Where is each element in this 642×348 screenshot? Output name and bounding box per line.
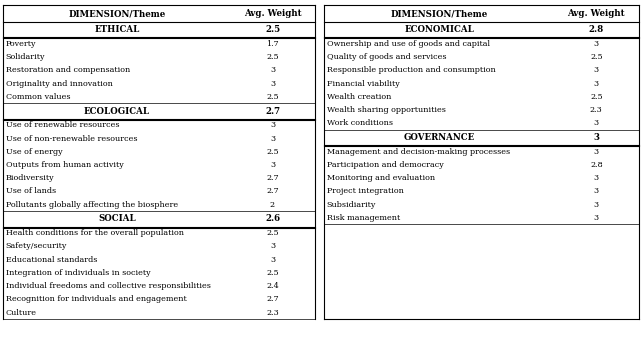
- Text: Solidarity: Solidarity: [6, 53, 46, 61]
- Text: 2.3: 2.3: [266, 309, 279, 316]
- Bar: [3, 22, 315, 37]
- Text: Common values: Common values: [6, 93, 70, 101]
- Text: Recognition for individuals and engagement: Recognition for individuals and engageme…: [6, 295, 187, 303]
- Text: Quality of goods and services: Quality of goods and services: [327, 53, 446, 61]
- Text: 3: 3: [594, 119, 599, 127]
- Text: Work conditions: Work conditions: [327, 119, 393, 127]
- Text: 3: 3: [594, 188, 599, 195]
- Text: Integration of individuals in society: Integration of individuals in society: [6, 269, 150, 277]
- Text: Participation and democracy: Participation and democracy: [327, 161, 444, 169]
- Text: Use of energy: Use of energy: [6, 148, 62, 156]
- Text: 2.5: 2.5: [266, 148, 279, 156]
- Text: 2.5: 2.5: [266, 269, 279, 277]
- Text: Health conditions for the overall population: Health conditions for the overall popula…: [6, 229, 184, 237]
- Text: GOVERNANCE: GOVERNANCE: [403, 133, 474, 142]
- Bar: [324, 130, 639, 145]
- Text: 3: 3: [270, 161, 275, 169]
- Text: Wealth creation: Wealth creation: [327, 93, 391, 101]
- Text: 3: 3: [594, 148, 599, 156]
- Text: 2.8: 2.8: [589, 25, 604, 34]
- Text: 3: 3: [593, 133, 600, 142]
- Text: Use of lands: Use of lands: [6, 188, 56, 195]
- Text: 2.5: 2.5: [590, 93, 603, 101]
- Text: Use of renewable resources: Use of renewable resources: [6, 121, 119, 129]
- Text: Avg. Weight: Avg. Weight: [568, 9, 625, 18]
- Text: 2: 2: [270, 201, 275, 208]
- Text: 3: 3: [270, 243, 275, 250]
- Text: 3: 3: [594, 80, 599, 87]
- Text: Outputs from human activity: Outputs from human activity: [6, 161, 123, 169]
- Text: DIMENSION/Theme: DIMENSION/Theme: [390, 9, 488, 18]
- Text: 2.5: 2.5: [266, 93, 279, 101]
- Bar: [324, 5, 639, 22]
- Text: 2.7: 2.7: [266, 188, 279, 195]
- Text: 3: 3: [594, 201, 599, 208]
- Text: 3: 3: [594, 174, 599, 182]
- Text: Risk management: Risk management: [327, 214, 400, 222]
- Bar: [3, 211, 315, 227]
- Text: Management and decision-making processes: Management and decision-making processes: [327, 148, 510, 156]
- Text: Avg. Weight: Avg. Weight: [244, 9, 301, 18]
- Text: Restoration and compensation: Restoration and compensation: [6, 66, 130, 74]
- Text: Subsidiarity: Subsidiarity: [327, 201, 376, 208]
- Text: ETHICAL: ETHICAL: [94, 25, 139, 34]
- Text: Use of non-renewable resources: Use of non-renewable resources: [6, 135, 137, 142]
- Text: 2.7: 2.7: [266, 295, 279, 303]
- Text: 3: 3: [594, 214, 599, 222]
- Text: 2.7: 2.7: [265, 106, 280, 116]
- Text: 2.5: 2.5: [266, 53, 279, 61]
- Text: 2.3: 2.3: [590, 106, 603, 114]
- Text: ECOLOGICAL: ECOLOGICAL: [84, 106, 150, 116]
- Text: Financial viability: Financial viability: [327, 80, 399, 87]
- Text: 3: 3: [270, 80, 275, 87]
- Text: Culture: Culture: [6, 309, 37, 316]
- Text: 2.8: 2.8: [590, 161, 603, 169]
- Text: Responsible production and consumption: Responsible production and consumption: [327, 66, 496, 74]
- Text: Biodiversity: Biodiversity: [6, 174, 55, 182]
- Text: 3: 3: [594, 40, 599, 48]
- Text: Ownership and use of goods and capital: Ownership and use of goods and capital: [327, 40, 490, 48]
- Text: 2.6: 2.6: [265, 214, 280, 223]
- Text: 2.5: 2.5: [266, 229, 279, 237]
- Text: Wealth sharing opportunities: Wealth sharing opportunities: [327, 106, 446, 114]
- Bar: [3, 103, 315, 119]
- Text: 3: 3: [270, 135, 275, 142]
- Text: ECONOMICAL: ECONOMICAL: [404, 25, 474, 34]
- Text: Originality and innovation: Originality and innovation: [6, 80, 112, 87]
- Text: Safety/security: Safety/security: [6, 243, 67, 250]
- Text: Educational standards: Educational standards: [6, 256, 97, 263]
- Text: Individual freedoms and collective responsibilities: Individual freedoms and collective respo…: [6, 282, 211, 290]
- Text: 3: 3: [270, 66, 275, 74]
- Text: Monitoring and evaluation: Monitoring and evaluation: [327, 174, 435, 182]
- Text: Poverty: Poverty: [6, 40, 37, 48]
- Text: Project integration: Project integration: [327, 188, 404, 195]
- Text: 2.4: 2.4: [266, 282, 279, 290]
- Text: 2.7: 2.7: [266, 174, 279, 182]
- Text: Pollutants globally affecting the biosphere: Pollutants globally affecting the biosph…: [6, 201, 178, 208]
- Text: DIMENSION/Theme: DIMENSION/Theme: [68, 9, 166, 18]
- Bar: [3, 5, 315, 22]
- Bar: [324, 22, 639, 37]
- Text: 2.5: 2.5: [265, 25, 280, 34]
- Text: 3: 3: [594, 66, 599, 74]
- Text: 3: 3: [270, 121, 275, 129]
- Text: SOCIAL: SOCIAL: [98, 214, 135, 223]
- Text: 3: 3: [270, 256, 275, 263]
- Text: 2.5: 2.5: [590, 53, 603, 61]
- Text: 1.7: 1.7: [266, 40, 279, 48]
